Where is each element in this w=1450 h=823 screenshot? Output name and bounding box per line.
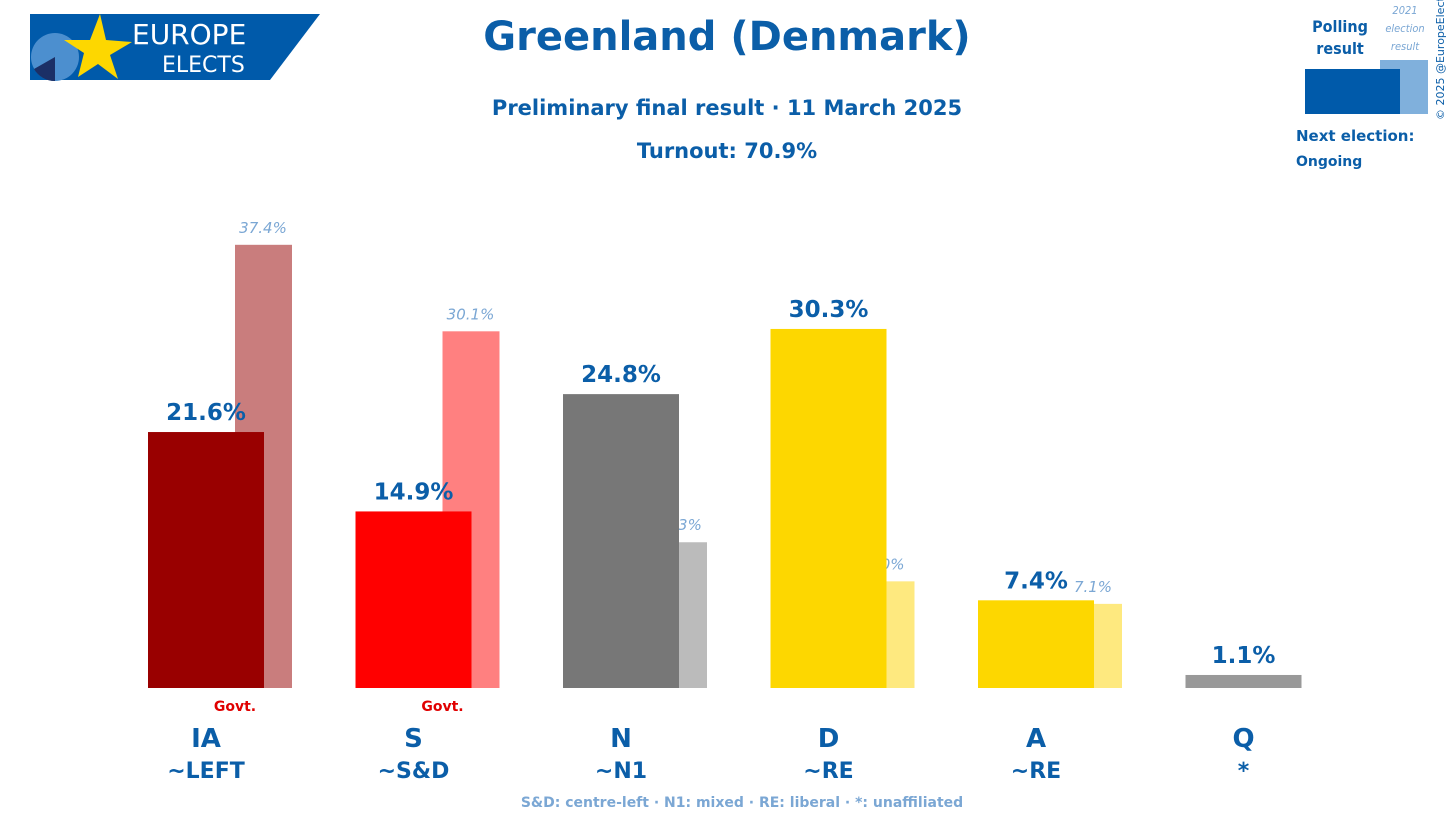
x-tick-label: A bbox=[1026, 724, 1046, 754]
group-label: ~S&D bbox=[378, 759, 450, 784]
value-label-previous: 7.1% bbox=[1074, 578, 1112, 596]
x-tick-label: N bbox=[610, 724, 632, 754]
bar bbox=[978, 600, 1094, 688]
value-label-previous: 37.4% bbox=[239, 219, 287, 237]
x-tick-label: Q bbox=[1232, 724, 1254, 754]
x-tick-label: S bbox=[404, 724, 423, 754]
next-election: Ongoing bbox=[1296, 154, 1362, 170]
legend-label: 2021 election result bbox=[1385, 4, 1425, 53]
next-election-label: Next election: bbox=[1296, 127, 1414, 145]
group-label: * bbox=[1238, 759, 1250, 784]
value-label: 24.8% bbox=[581, 362, 661, 388]
value-label: 1.1% bbox=[1212, 643, 1276, 669]
bar bbox=[355, 511, 472, 688]
bar bbox=[148, 432, 264, 688]
bar bbox=[1185, 674, 1302, 688]
turnout: Turnout: 70.9% bbox=[637, 139, 817, 163]
group-label: ~RE bbox=[1011, 759, 1061, 784]
group-label: ~N1 bbox=[595, 759, 647, 784]
logo-globe-part bbox=[34, 57, 55, 82]
group-label: ~LEFT bbox=[167, 759, 245, 784]
value-label: 21.6% bbox=[166, 400, 246, 426]
chart-title: Greenland (Denmark) bbox=[483, 14, 970, 60]
legend-label: Polling result bbox=[1312, 17, 1368, 58]
value-label-previous: 30.1% bbox=[447, 305, 495, 323]
x-tick-label: IA bbox=[191, 724, 221, 754]
x-tick-label: D bbox=[818, 724, 840, 754]
bar bbox=[770, 328, 887, 688]
legend-swatch bbox=[1305, 69, 1400, 114]
annotation: Govt. bbox=[214, 699, 256, 715]
subtitle: Preliminary final result · 11 March 2025 bbox=[492, 96, 962, 120]
footnote: S&D: centre-left · N1: mixed · RE: liber… bbox=[521, 795, 963, 811]
logo-star bbox=[64, 14, 132, 79]
bar bbox=[563, 394, 679, 688]
logo-text: EUROPE bbox=[132, 18, 246, 51]
value-label: 7.4% bbox=[1004, 568, 1068, 594]
value-label: 30.3% bbox=[789, 297, 869, 323]
group-label: ~RE bbox=[803, 759, 853, 784]
copyright: © 2025 @EuropeElects bbox=[1434, 0, 1447, 120]
annotation: Govt. bbox=[421, 699, 463, 715]
value-label: 14.9% bbox=[374, 479, 454, 505]
logo-text: ELECTS bbox=[162, 53, 245, 78]
